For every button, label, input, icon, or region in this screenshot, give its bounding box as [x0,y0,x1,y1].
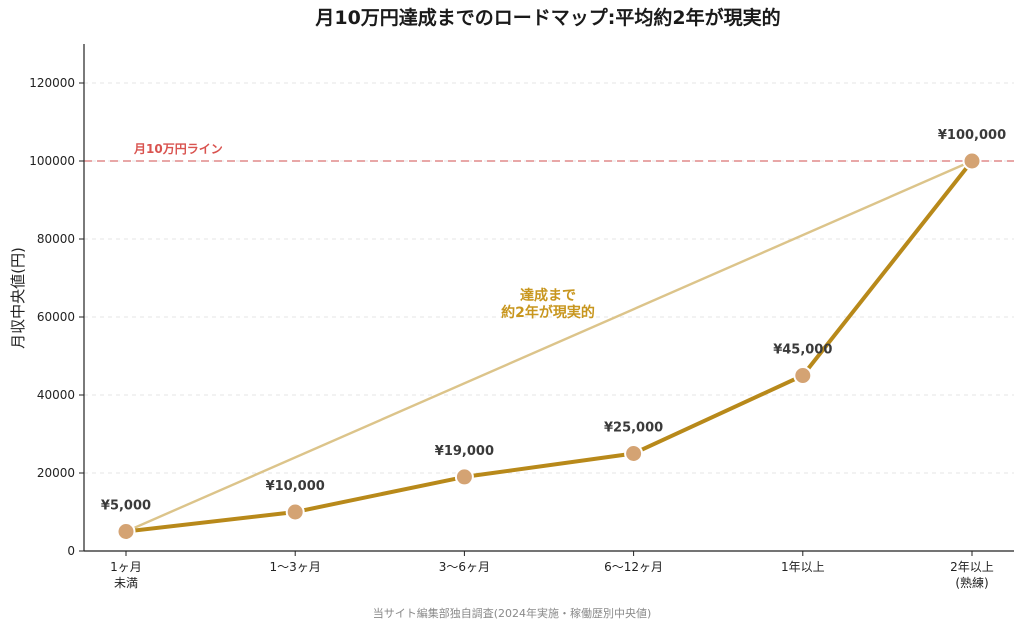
source-note: 当サイト編集部独自調査(2024年実施・稼働歴別中央値) [373,606,652,620]
data-label: ¥19,000 [435,444,494,459]
y-tick-label: 120000 [29,76,75,90]
data-label: ¥100,000 [938,128,1006,143]
x-tick-label: 1〜3ヶ月 [270,560,321,574]
x-tick-label: 3〜6ヶ月 [439,560,490,574]
data-label: ¥5,000 [101,499,151,514]
data-point [285,502,305,522]
trend-line [125,159,973,533]
data-labels-group: ¥5,000 ¥10,000 ¥19,000 ¥25,000 ¥45,000 ¥100,0… [101,128,1006,514]
x-tick-label: (熟練) [955,575,988,590]
chart-title: 月10万円達成までのロードマップ:平均約2年が現実的 [314,6,780,29]
x-tick-label: 6〜12ヶ月 [604,560,663,574]
grid-layer [84,82,1014,474]
y-tick-label: 20000 [37,466,75,480]
data-point [793,366,813,385]
y-tick-label: 80000 [37,232,75,246]
reference-line-group: 月10万円ライン [84,142,1014,162]
x-tick-label: 未満 [114,576,138,590]
reference-line-label: 月10万円ライン [133,142,223,156]
y-tick-label: 100000 [29,154,75,168]
data-label: ¥10,000 [266,479,325,494]
series-line [124,159,974,534]
trend-annotation: 約2年が現実的 [501,304,595,321]
y-tick-label: 0 [67,544,75,558]
x-tick-label: 1ヶ月 [110,560,142,574]
trend-annotation: 達成まで [520,287,576,304]
data-label: ¥25,000 [604,421,663,436]
y-axis-label: 月収中央値(円) [9,247,27,349]
data-point [454,467,474,487]
data-point [624,444,644,463]
data-point [116,522,136,541]
data-label: ¥45,000 [773,343,832,358]
y-tick-label: 60000 [37,310,75,324]
data-point [962,151,982,171]
series-group [116,151,982,541]
y-tick-label: 40000 [37,388,75,402]
x-tick-label: 2年以上 [950,560,994,574]
x-tick-label: 1年以上 [781,560,825,574]
